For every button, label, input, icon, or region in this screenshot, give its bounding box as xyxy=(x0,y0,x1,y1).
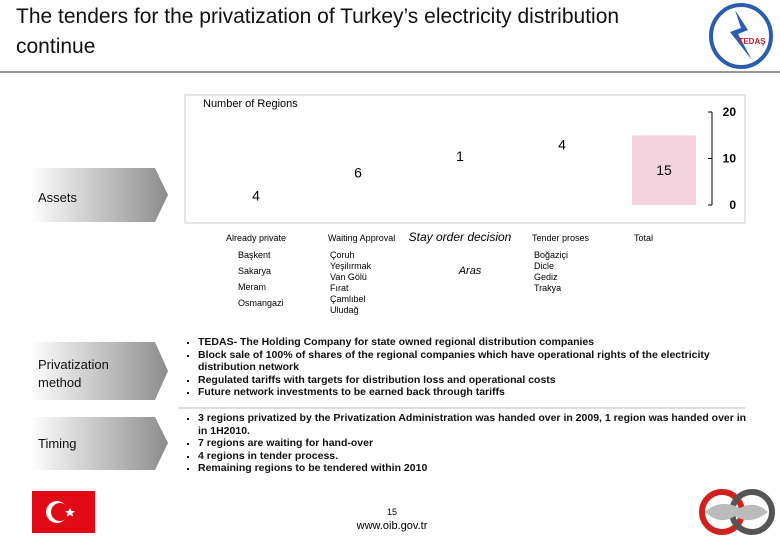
category-detail: Dicle xyxy=(534,261,554,271)
chart: Number of Regions 0 10 20 4 Already private Ba… xyxy=(184,94,746,315)
category-detail: Trakya xyxy=(534,283,561,293)
bullet: 7 regions are waiting for hand-over xyxy=(198,437,753,450)
category-detail: Çamlıbel xyxy=(330,294,366,304)
category-label: Waiting Approval xyxy=(328,233,395,243)
category-detail: Boğaziçi xyxy=(534,250,568,260)
category-detail: Aras xyxy=(458,265,482,277)
category-label: Total xyxy=(634,233,653,243)
data-label: 6 xyxy=(354,164,362,180)
chart-frame xyxy=(184,94,746,224)
category-detail: Uludağ xyxy=(330,305,359,315)
category-detail: Meram xyxy=(238,282,266,292)
footer-url: www.oib.gov.tr xyxy=(356,520,428,532)
y-tick-label: 10 xyxy=(723,152,737,166)
section-label: Assets xyxy=(38,190,78,205)
bar xyxy=(428,153,492,159)
category-label: Stay order decision xyxy=(409,230,512,244)
category-detail: Çoruh xyxy=(330,250,355,260)
y-tick-label: 20 xyxy=(723,105,737,119)
chart-title: Number of Regions xyxy=(203,98,298,110)
bullet: 3 regions privatized by the Privatizatio… xyxy=(198,412,753,437)
category-detail: Sakarya xyxy=(238,266,271,276)
category-label: Tender proses xyxy=(532,233,590,243)
category-detail: Gediz xyxy=(534,272,558,282)
bar xyxy=(530,135,594,154)
category-label: Already private xyxy=(226,233,286,243)
logo xyxy=(709,3,773,69)
section-arrow xyxy=(30,342,168,400)
data-label: 4 xyxy=(558,137,566,153)
logo-bolt xyxy=(730,10,752,60)
oib-map xyxy=(705,503,768,521)
category-detail: Osmangazi xyxy=(238,298,284,308)
flag-star xyxy=(65,508,75,517)
category-detail: Yeşilırmak xyxy=(330,261,372,271)
logo-text: TEDAŞ xyxy=(738,37,766,46)
bullet: Block sale of 100% of shares of the regi… xyxy=(198,349,753,374)
flag-crescent-cut xyxy=(51,503,69,521)
category-detail: Başkent xyxy=(238,250,271,260)
page-number: 15 xyxy=(386,507,397,517)
data-label: 15 xyxy=(656,162,672,178)
section-arrow xyxy=(30,417,168,470)
bullet-list: TEDAS- The Holding Company for state own… xyxy=(184,336,753,399)
section-arrow xyxy=(30,168,168,222)
bullet: TEDAS- The Holding Company for state own… xyxy=(198,336,753,349)
bar xyxy=(224,186,288,205)
bullet: Remaining regions to be tendered within … xyxy=(198,462,753,475)
y-tick-label: 0 xyxy=(729,198,736,212)
bullet: Future network investments to be earned … xyxy=(198,386,753,399)
slide-title: The tenders for the privatization of Tur… xyxy=(16,5,620,58)
bar xyxy=(632,135,696,205)
data-label: 1 xyxy=(456,148,464,164)
bullet: Regulated tariffs with targets for distr… xyxy=(198,374,753,387)
category-detail: Van Gölü xyxy=(330,272,367,282)
bullet-list: 3 regions privatized by the Privatizatio… xyxy=(184,412,753,475)
category-detail: Fırat xyxy=(330,283,349,293)
bullet: 4 regions in tender process. xyxy=(198,450,753,463)
data-label: 4 xyxy=(252,188,260,204)
section-label: Timing xyxy=(38,436,77,451)
bar xyxy=(326,158,390,187)
section-label: Privatization method xyxy=(38,357,109,390)
